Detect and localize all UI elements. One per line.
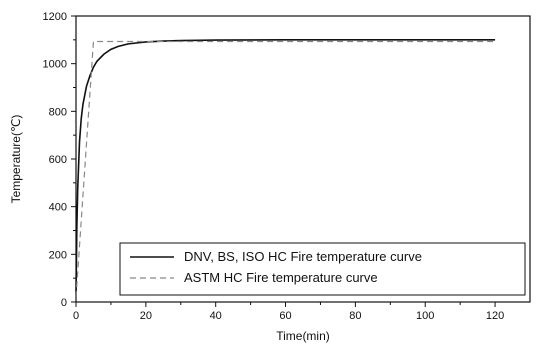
x-tick-label: 40 <box>210 310 222 322</box>
y-tick-label: 400 <box>49 202 67 214</box>
legend-label: ASTM HC Fire temperature curve <box>184 270 378 285</box>
legend-box <box>119 242 526 296</box>
y-tick-label: 0 <box>61 297 67 309</box>
legend-label: DNV, BS, ISO HC Fire temperature curve <box>184 249 422 264</box>
series-line-astm <box>75 40 496 298</box>
x-tick-label: 80 <box>349 310 361 322</box>
x-tick-label: 120 <box>486 310 504 322</box>
x-axis-label: Time(min) <box>276 329 330 343</box>
y-tick-label: 1200 <box>43 11 67 23</box>
x-tick-label: 20 <box>140 310 152 322</box>
legend: DNV, BS, ISO HC Fire temperature curve A… <box>119 242 526 296</box>
y-tick-label: 1000 <box>43 59 67 71</box>
x-tick-label: 60 <box>279 310 291 322</box>
x-tick-label: 0 <box>73 310 79 322</box>
y-tick-label: 200 <box>49 249 67 261</box>
y-axis-label: Temperature(℃) <box>9 115 23 204</box>
series-line-dnv <box>75 39 496 298</box>
x-tick-label: 100 <box>416 310 434 322</box>
y-tick-label: 800 <box>49 106 67 118</box>
series-group <box>75 39 496 298</box>
y-tick-label: 600 <box>49 154 67 166</box>
